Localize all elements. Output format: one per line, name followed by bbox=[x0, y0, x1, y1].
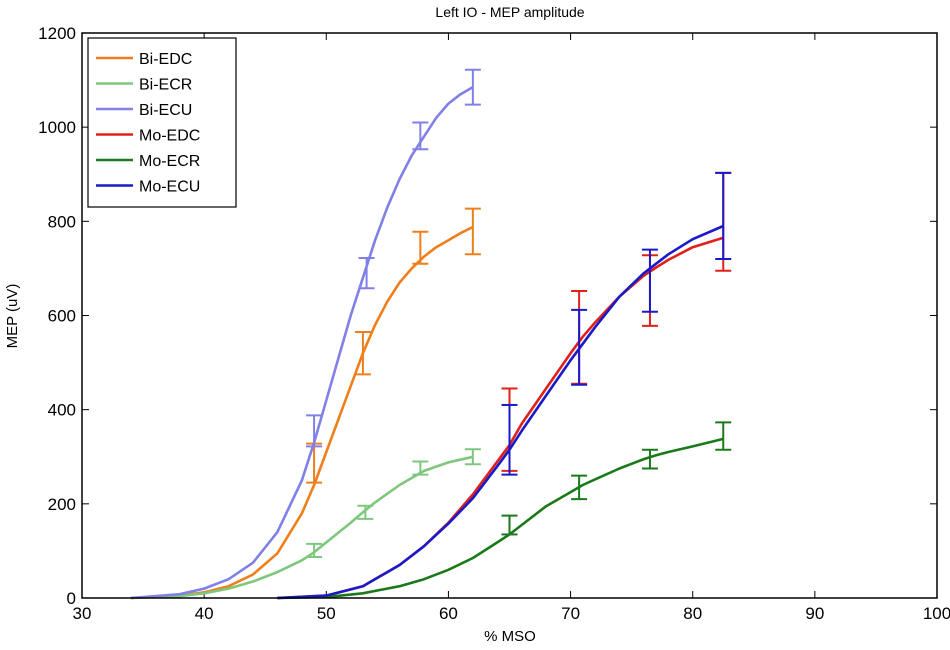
y-tick-label: 1000 bbox=[38, 118, 76, 137]
x-tick-label: 30 bbox=[73, 604, 92, 623]
y-tick-label: 800 bbox=[48, 212, 76, 231]
error-bar bbox=[715, 171, 732, 260]
error-bar bbox=[464, 448, 481, 466]
error-bar bbox=[412, 230, 429, 265]
series-line bbox=[277, 236, 724, 600]
y-tick-label: 1200 bbox=[38, 24, 76, 43]
legend-label: Mo-EDC bbox=[139, 128, 200, 145]
y-tick-label: 600 bbox=[48, 307, 76, 326]
legend-label: Bi-ECR bbox=[139, 77, 192, 94]
series-bi-ecr bbox=[130, 448, 481, 600]
legend-label: Bi-EDC bbox=[139, 51, 192, 68]
series-line bbox=[277, 437, 724, 600]
error-bar bbox=[464, 68, 481, 106]
x-tick-label: 70 bbox=[561, 604, 580, 623]
error-bar bbox=[641, 248, 658, 313]
y-axis-label: MEP (uV) bbox=[4, 284, 21, 349]
legend-label: Mo-ECR bbox=[139, 153, 200, 170]
error-bar bbox=[358, 257, 375, 290]
series-line bbox=[277, 224, 724, 600]
y-tick-label: 200 bbox=[48, 495, 76, 514]
error-bar bbox=[412, 121, 429, 151]
series-line bbox=[130, 455, 474, 600]
series-bi-ecu bbox=[130, 68, 481, 600]
x-tick-label: 90 bbox=[805, 604, 824, 623]
x-tick-label: 40 bbox=[195, 604, 214, 623]
x-axis-label: % MSO bbox=[484, 628, 536, 645]
legend bbox=[87, 37, 237, 208]
series-line bbox=[130, 225, 474, 600]
error-bar bbox=[715, 421, 732, 451]
legend-label: Bi-ECU bbox=[139, 102, 192, 119]
series-mo-ecr bbox=[277, 421, 732, 600]
error-bar bbox=[501, 514, 518, 536]
error-bar bbox=[641, 448, 658, 470]
error-bar bbox=[571, 308, 588, 386]
error-bar bbox=[357, 504, 374, 520]
error-bar bbox=[501, 403, 518, 476]
error-bar bbox=[306, 542, 323, 559]
plot-frame bbox=[81, 32, 938, 599]
legend-label: Mo-ECU bbox=[139, 179, 200, 196]
error-bar bbox=[571, 474, 588, 501]
series-bi-edc bbox=[130, 207, 481, 600]
error-bar bbox=[412, 460, 429, 476]
error-bar bbox=[306, 414, 323, 448]
x-tick-label: 50 bbox=[317, 604, 336, 623]
error-bar bbox=[464, 207, 481, 256]
y-tick-label: 400 bbox=[48, 401, 76, 420]
error-bar bbox=[354, 330, 371, 376]
x-tick-label: 60 bbox=[439, 604, 458, 623]
chart-title: Left IO - MEP amplitude bbox=[435, 4, 584, 20]
series-mo-ecu bbox=[277, 171, 732, 600]
y-tick-label: 0 bbox=[67, 589, 76, 608]
series-line bbox=[130, 85, 474, 600]
x-tick-label: 100 bbox=[923, 604, 950, 623]
x-tick-label: 80 bbox=[683, 604, 702, 623]
